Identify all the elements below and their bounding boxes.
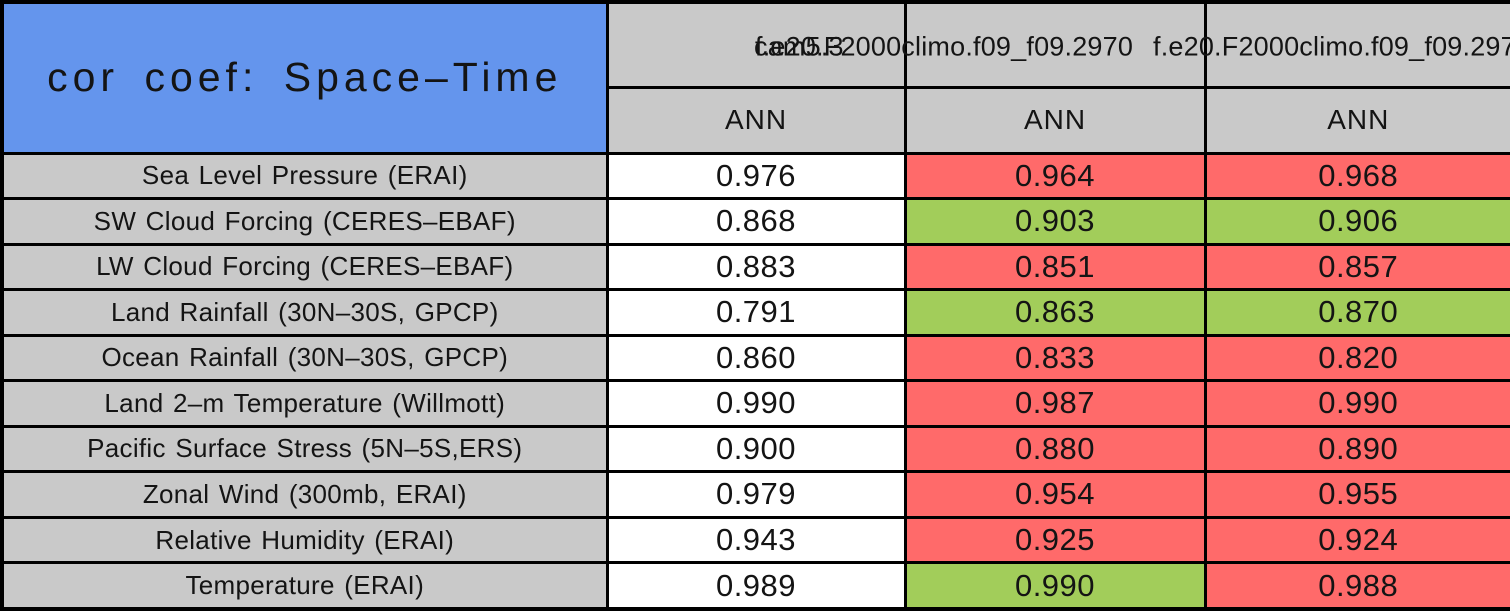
- value-cell: 0.979: [605, 470, 907, 519]
- value-cell: 0.925: [903, 515, 1207, 565]
- value-cell: 0.900: [605, 424, 907, 474]
- table-row: LW Cloud Forcing (CERES–EBAF) 0.883 0.85…: [0, 242, 1510, 292]
- season-header-ann-3: ANN: [1203, 85, 1510, 155]
- value-cell: 0.880: [903, 424, 1207, 474]
- value-cell: 0.791: [605, 288, 907, 337]
- value-cell: 0.990: [605, 379, 907, 428]
- row-label: Land Rainfall (30N–30S, GPCP): [0, 288, 609, 337]
- value-cell: 0.903: [903, 197, 1207, 246]
- table-row: Land Rainfall (30N–30S, GPCP) 0.791 0.86…: [0, 288, 1510, 337]
- value-cell: 0.851: [903, 242, 1207, 292]
- value-cell: 0.924: [1203, 515, 1510, 565]
- table-row: SW Cloud Forcing (CERES–EBAF) 0.868 0.90…: [0, 197, 1510, 246]
- value-cell: 0.833: [903, 333, 1207, 383]
- row-label: Sea Level Pressure (ERAI): [0, 151, 609, 201]
- value-cell: 0.976: [605, 151, 907, 201]
- value-cell: 0.954: [903, 470, 1207, 519]
- value-cell: 0.857: [1203, 242, 1510, 292]
- value-cell: 0.964: [903, 151, 1207, 201]
- value-cell: 0.870: [1203, 288, 1510, 337]
- season-header-row: ANN ANN ANN: [2, 85, 1510, 155]
- table-row: Land 2–m Temperature (Willmott) 0.990 0.…: [0, 379, 1510, 428]
- table-row: Zonal Wind (300mb, ERAI) 0.979 0.954 0.9…: [0, 470, 1510, 519]
- value-cell: 0.890: [1203, 424, 1510, 474]
- row-label: Temperature (ERAI): [0, 561, 609, 611]
- value-cell: 0.968: [1203, 151, 1510, 201]
- value-cell: 0.987: [903, 379, 1207, 428]
- value-cell: 0.955: [1203, 470, 1510, 519]
- value-cell: 0.990: [1203, 379, 1510, 428]
- value-cell: 0.989: [605, 561, 907, 611]
- value-cell: 0.943: [605, 515, 907, 565]
- row-label: Relative Humidity (ERAI): [0, 515, 609, 565]
- row-label: Zonal Wind (300mb, ERAI): [0, 470, 609, 519]
- row-label: Land 2–m Temperature (Willmott): [0, 379, 609, 428]
- table-row: Temperature (ERAI) 0.989 0.990 0.988: [0, 561, 1510, 611]
- table-row: Relative Humidity (ERAI) 0.943 0.925 0.9…: [0, 515, 1510, 565]
- case-name-header-row: cor coef: Space–Time: [0, 0, 1510, 155]
- value-cell: 0.868: [605, 197, 907, 246]
- table-title: cor coef: Space–Time: [0, 0, 609, 155]
- value-cell: 0.990: [903, 561, 1207, 611]
- row-label: Ocean Rainfall (30N–30S, GPCP): [0, 333, 609, 383]
- case-header-cell-1: [605, 0, 907, 89]
- table-row: Sea Level Pressure (ERAI) 0.976 0.964 0.…: [0, 151, 1510, 201]
- row-label: LW Cloud Forcing (CERES–EBAF): [0, 242, 609, 292]
- value-cell: 0.988: [1203, 561, 1510, 611]
- season-header-ann-1: ANN: [605, 85, 907, 155]
- table-row: Pacific Surface Stress (5N–5S,ERS) 0.900…: [0, 424, 1510, 474]
- value-cell: 0.906: [1203, 197, 1510, 246]
- table-row: Ocean Rainfall (30N–30S, GPCP) 0.860 0.8…: [0, 333, 1510, 383]
- value-cell: 0.860: [605, 333, 907, 383]
- season-header-ann-2: ANN: [903, 85, 1207, 155]
- value-cell: 0.883: [605, 242, 907, 292]
- case-header-cell-2: [903, 0, 1207, 89]
- row-label: Pacific Surface Stress (5N–5S,ERS): [0, 424, 609, 474]
- value-cell: 0.820: [1203, 333, 1510, 383]
- value-cell: 0.863: [903, 288, 1207, 337]
- row-label: SW Cloud Forcing (CERES–EBAF): [0, 197, 609, 246]
- case-header-cell-3: [1203, 0, 1510, 89]
